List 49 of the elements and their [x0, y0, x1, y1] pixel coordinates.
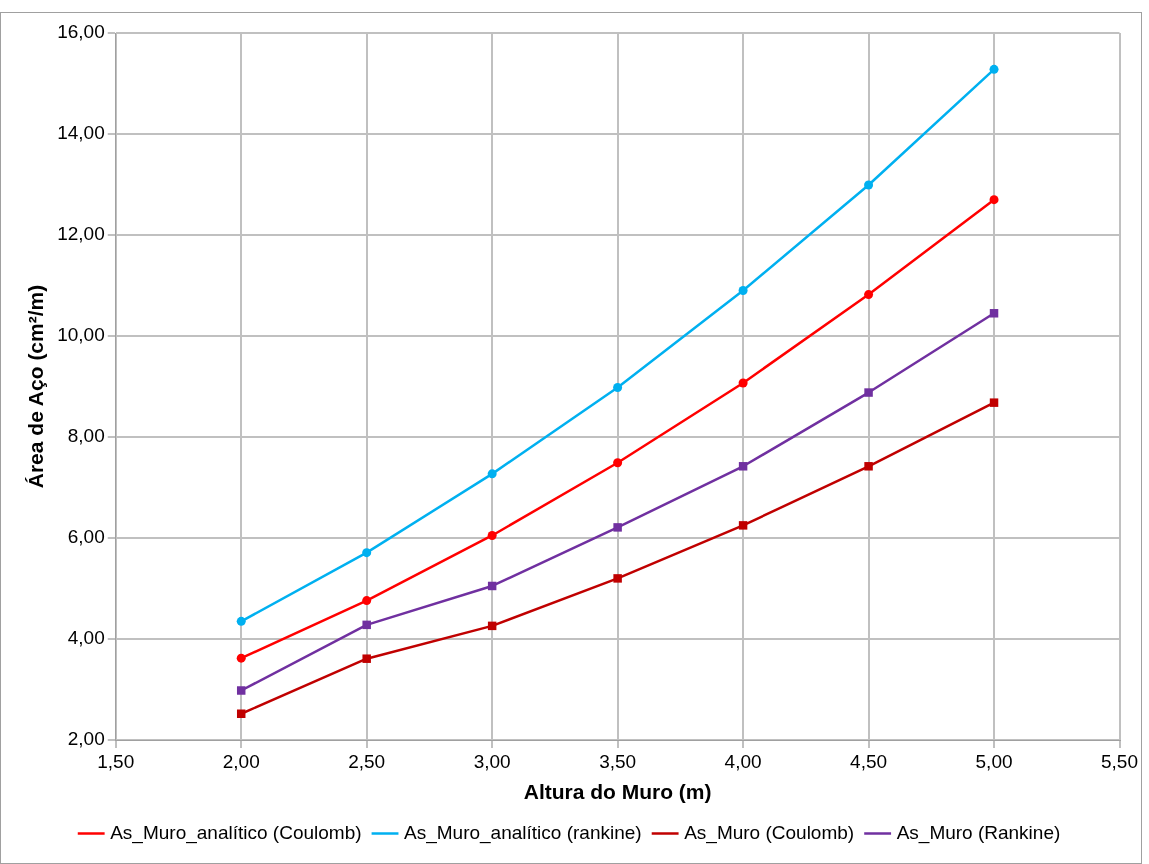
y-axis-title: Área de Aço (cm²/m): [24, 284, 48, 489]
y-tick-label: 10,00: [57, 324, 105, 346]
y-tick-label: 16,00: [57, 21, 105, 43]
x-tick-label: 4,50: [850, 750, 888, 772]
point: [613, 523, 622, 532]
point: [236, 709, 246, 718]
point: [236, 686, 246, 695]
point: [989, 195, 999, 205]
point: [362, 654, 371, 663]
y-tick-label: 4,00: [67, 627, 105, 649]
y-tick-label: 8,00: [67, 425, 105, 447]
point: [738, 521, 748, 530]
point: [613, 458, 623, 468]
point: [738, 378, 748, 388]
point: [738, 286, 748, 296]
legend-label: As_Muro (Coulomb): [684, 821, 855, 844]
x-tick-label: 5,50: [1101, 750, 1138, 772]
point: [864, 462, 873, 471]
point: [864, 388, 873, 397]
x-tick-label: 2,50: [348, 750, 386, 772]
point: [864, 290, 874, 300]
point: [236, 653, 246, 663]
point: [989, 64, 999, 74]
point: [487, 530, 497, 540]
legend-label: As_Muro_analítico (Coulomb): [110, 821, 362, 844]
point: [989, 398, 999, 407]
y-tick-label: 6,00: [67, 526, 105, 548]
point: [864, 180, 874, 190]
point: [362, 620, 371, 630]
y-tick-label: 14,00: [57, 122, 105, 144]
point: [613, 574, 622, 583]
point: [362, 596, 372, 606]
point: [236, 616, 246, 626]
point: [487, 469, 497, 479]
point: [738, 462, 748, 471]
y-tick-label: 2,00: [67, 728, 105, 750]
x-tick-label: 3,50: [599, 750, 637, 772]
legend-label: As_Muro_analítico (rankine): [404, 821, 642, 844]
point: [613, 383, 623, 393]
x-axis-title: Altura do Muro (m): [523, 780, 712, 804]
x-tick-label: 3,00: [473, 750, 511, 772]
x-tick-label: 1,50: [97, 750, 135, 772]
y-tick-label: 12,00: [57, 223, 105, 245]
x-tick-label: 4,00: [724, 750, 762, 772]
legend-label: As_Muro (Rankine): [896, 821, 1061, 844]
point: [362, 548, 372, 558]
x-tick-label: 2,00: [222, 750, 260, 772]
point: [989, 309, 999, 318]
x-tick-label: 5,00: [975, 750, 1013, 772]
